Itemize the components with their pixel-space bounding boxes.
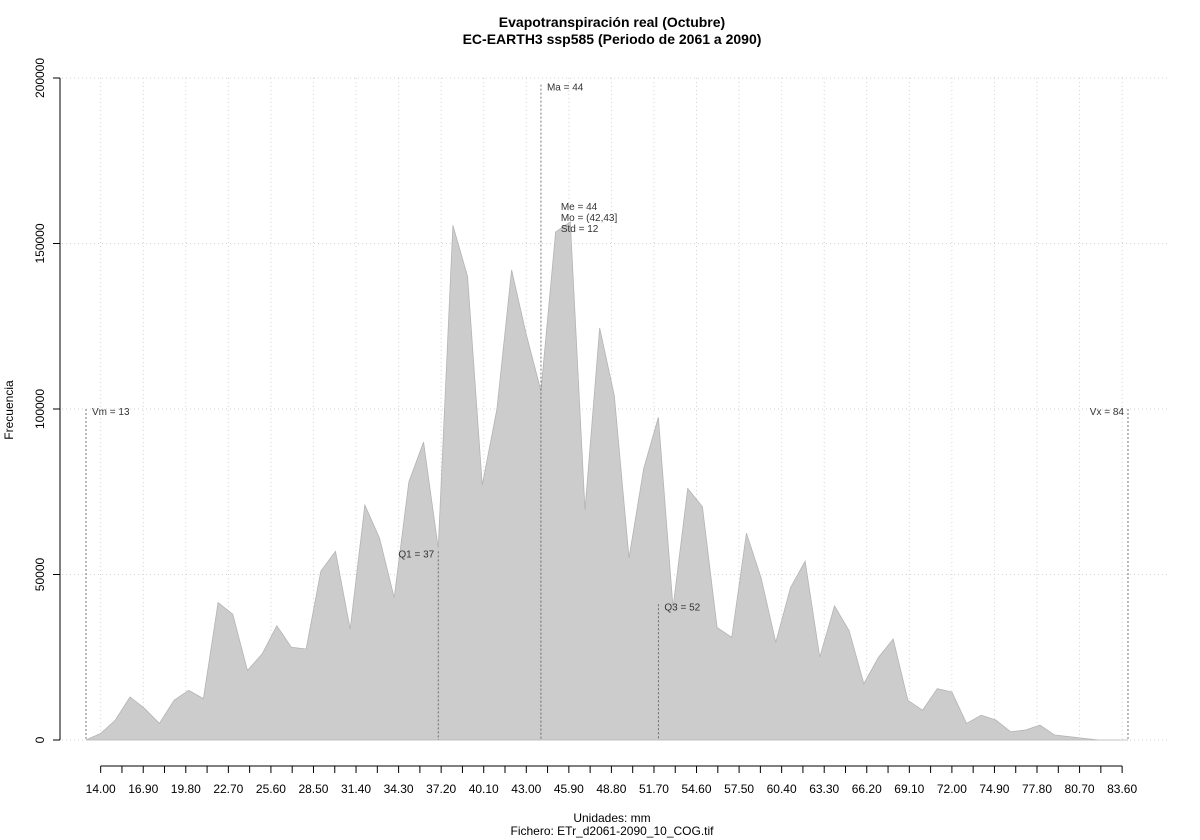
y-tick-label: 0 — [33, 736, 47, 743]
x-tick-label: 54.60 — [682, 782, 712, 796]
frequency-area — [85, 221, 1128, 741]
x-tick-label: 34.30 — [384, 782, 414, 796]
x-tick-label: 37.20 — [426, 782, 456, 796]
x-tick-label: 25.60 — [256, 782, 286, 796]
x-tick-label: 43.00 — [511, 782, 541, 796]
x-tick-label: 72.00 — [937, 782, 967, 796]
stats-line: Mo = (42,43] — [561, 213, 618, 224]
chart-subtitle: EC-EARTH3 ssp585 (Periodo de 2061 a 2090… — [463, 31, 762, 47]
x-tick-label: 69.10 — [894, 782, 924, 796]
x-tick-label: 22.70 — [213, 782, 243, 796]
y-tick-label: 100000 — [33, 389, 47, 429]
y-tick-label: 50000 — [33, 557, 47, 591]
x-tick-label: 28.50 — [298, 782, 328, 796]
x-tick-label: 57.50 — [724, 782, 754, 796]
marker-label: Q1 = 37 — [398, 549, 434, 560]
x-tick-label: 63.30 — [809, 782, 839, 796]
marker-label: Vx = 84 — [1090, 407, 1125, 418]
marker-label: Ma = 44 — [547, 83, 584, 94]
x-tick-label: 77.80 — [1022, 782, 1052, 796]
x-ticks: 14.00 16.90 19.80 22.70 25.60 28.50 31.40 34.30… — [86, 766, 1137, 796]
x-tick-label: 40.10 — [469, 782, 499, 796]
stats-line: Std = 12 — [561, 224, 599, 235]
x-tick-label: 31.40 — [341, 782, 371, 796]
x-tick-label: 19.80 — [171, 782, 201, 796]
x-tick-label: 80.70 — [1065, 782, 1095, 796]
frequency-area-path — [85, 221, 1128, 741]
x-axis-label: Unidades: mm — [573, 811, 650, 825]
x-tick-label: 83.60 — [1107, 782, 1137, 796]
x-tick-label: 48.80 — [596, 782, 626, 796]
y-tick-label: 150000 — [33, 223, 47, 263]
y-ticks: 0 50000 100000 150000 200000 — [33, 58, 60, 743]
x-tick-label: 60.40 — [767, 782, 797, 796]
x-tick-label: 66.20 — [852, 782, 882, 796]
x-tick-label: 16.90 — [128, 782, 158, 796]
marker-label: Vm = 13 — [92, 407, 130, 418]
chart-title: Evapotranspiración real (Octubre) — [499, 14, 725, 30]
y-tick-label: 200000 — [33, 58, 47, 98]
x-tick-label: 74.90 — [979, 782, 1009, 796]
y-axis-label: Frecuencia — [2, 380, 16, 440]
x-tick-label: 45.90 — [554, 782, 584, 796]
x-tick-label: 51.70 — [639, 782, 669, 796]
stats-line: Me = 44 — [561, 202, 598, 213]
file-caption: Fichero: ETr_d2061-2090_10_COG.tif — [511, 824, 715, 838]
statistic-markers: Vm = 13 Vx = 84 Q1 = 37 Ma = 44 Q3 = 52 — [85, 83, 1129, 740]
marker-label: Q3 = 52 — [664, 602, 700, 613]
x-tick-label: 14.00 — [86, 782, 116, 796]
